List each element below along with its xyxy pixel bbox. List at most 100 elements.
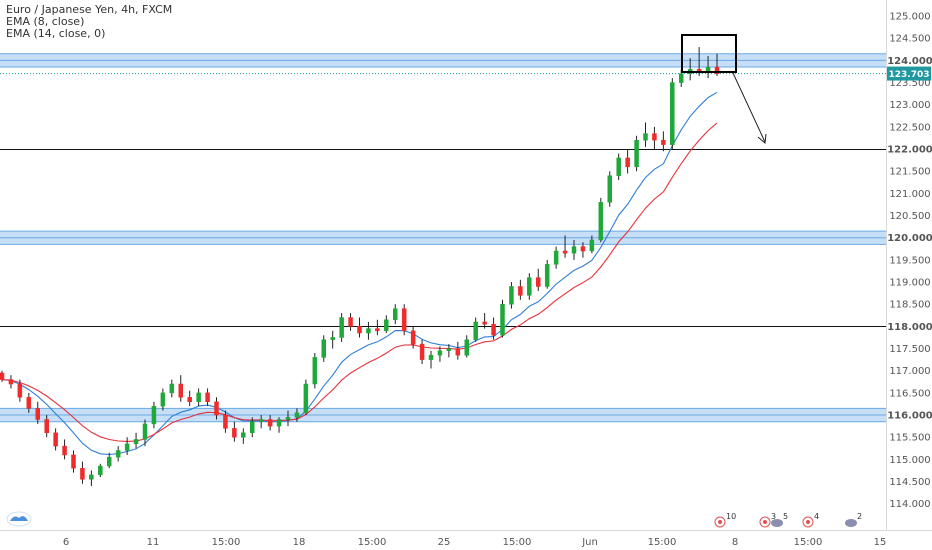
legend-ema-slow: EMA (14, close, 0) xyxy=(6,27,106,40)
candle-up xyxy=(589,239,595,252)
candle-up xyxy=(124,443,130,451)
time-tick-label: 25 xyxy=(438,537,451,548)
candle-down xyxy=(8,379,14,385)
candle-up xyxy=(366,328,371,334)
candle-up xyxy=(464,339,469,356)
event-count: 4 xyxy=(814,512,819,521)
candle-down xyxy=(71,454,76,469)
candle-down xyxy=(410,330,416,345)
chart-legend: Euro / Japanese Yen, 4h, FXCM EMA (8, cl… xyxy=(6,4,172,40)
price-tick-label: 121.000 xyxy=(889,189,930,200)
event-cloud-icon xyxy=(845,519,857,527)
candle-down xyxy=(53,432,58,447)
price-tick-label: 121.500 xyxy=(889,167,930,178)
event-count: 5 xyxy=(783,512,788,521)
candle-up xyxy=(142,423,148,440)
price-tick-label: 124.500 xyxy=(889,34,930,45)
candle-up xyxy=(241,432,246,438)
candle-down xyxy=(562,250,568,254)
price-label-highlight: 122.000 xyxy=(887,145,932,156)
candle-up xyxy=(321,339,326,358)
event-flag-icon xyxy=(714,516,726,528)
candle-down xyxy=(580,246,586,252)
price-tick-label: 115.500 xyxy=(889,433,930,444)
candle-up xyxy=(509,286,514,305)
projection-arrowhead xyxy=(757,133,767,144)
candlesticks xyxy=(0,47,720,486)
candle-up xyxy=(598,202,604,241)
candle-up xyxy=(160,392,166,407)
tradingview-logo xyxy=(6,511,32,527)
price-tick-label: 120.500 xyxy=(889,211,930,222)
candle-down xyxy=(214,401,219,416)
candle-up xyxy=(133,439,139,445)
event-marker[interactable]: 5 xyxy=(771,512,788,527)
event-marker[interactable]: 3 xyxy=(759,512,776,528)
price-label-bg xyxy=(887,230,931,245)
candle-down xyxy=(223,414,228,429)
time-tick-label: 15:00 xyxy=(503,537,532,548)
time-tick-label: 15:00 xyxy=(358,537,387,548)
price-label-highlight: 120.000 xyxy=(887,233,932,244)
candle-up xyxy=(107,456,112,467)
candle-up xyxy=(643,133,648,141)
price-label-bg xyxy=(887,319,931,334)
candle-up xyxy=(607,175,612,203)
candle-down xyxy=(26,397,32,409)
candle-up xyxy=(544,264,550,287)
event-marker[interactable]: 4 xyxy=(802,512,819,528)
candle-up xyxy=(312,357,318,385)
projection-arrow xyxy=(732,72,766,143)
price-tick-label: 122.500 xyxy=(889,122,930,133)
event-markers[interactable]: 10 3 5 4 2 xyxy=(714,512,862,528)
candle-up xyxy=(616,157,621,176)
ema-fast-line xyxy=(1,91,718,456)
candle-up xyxy=(339,317,344,338)
current-price-badge xyxy=(887,66,931,81)
tradingview-logo-icon xyxy=(10,516,28,521)
current-price-label: 123.703 xyxy=(889,70,930,80)
time-axis[interactable]: 6 11 15:00 18 15:00 25 15:00 Jun 15:00 8 15:00 15 xyxy=(0,530,932,549)
legend-ema-fast: EMA (8, close) xyxy=(6,15,85,28)
candle-down xyxy=(0,372,5,380)
candle-down xyxy=(652,133,657,141)
candle-up xyxy=(679,73,684,83)
price-tick-label: 116.500 xyxy=(889,388,930,399)
time-tick-label: Jun xyxy=(581,537,598,548)
price-axis[interactable]: 125.000 124.500 124.000 123.500 123.000 122.5… xyxy=(886,0,932,530)
candle-down xyxy=(205,392,210,402)
candle-up xyxy=(571,246,577,254)
candle-down xyxy=(491,323,496,336)
candle-down xyxy=(187,397,192,402)
candle-up xyxy=(303,383,309,414)
price-tick-label: 123.500 xyxy=(889,78,930,89)
candle-up xyxy=(89,474,94,480)
candle-up xyxy=(285,417,291,420)
event-marker[interactable]: 2 xyxy=(845,512,862,527)
support-resistance-zones xyxy=(0,53,886,423)
candle-down xyxy=(17,383,23,398)
time-tick-label: 11 xyxy=(147,537,160,548)
price-tick-label: 118.500 xyxy=(889,300,930,311)
time-tick-label: 18 xyxy=(293,537,306,548)
price-tick-label: 119.000 xyxy=(889,278,930,289)
candle-down xyxy=(455,348,461,356)
candle-up xyxy=(437,350,443,356)
time-tick-label: 8 xyxy=(732,537,738,548)
event-marker[interactable]: 10 xyxy=(714,512,736,528)
candle-down xyxy=(62,445,67,456)
ema-slow-line xyxy=(1,122,718,442)
candle-down xyxy=(267,419,273,427)
candle-up xyxy=(98,465,103,476)
price-label-highlight: 116.000 xyxy=(887,411,932,422)
candle-down xyxy=(714,66,720,74)
annotations xyxy=(681,34,767,144)
price-tick-label: 115.000 xyxy=(889,455,930,466)
candle-up xyxy=(169,383,175,394)
price-label-highlight: 124.000 xyxy=(887,56,932,67)
candle-up xyxy=(196,392,201,402)
event-count: 3 xyxy=(771,512,776,521)
price-label-highlight: 118.000 xyxy=(887,322,932,333)
price-label-bg xyxy=(887,142,931,157)
